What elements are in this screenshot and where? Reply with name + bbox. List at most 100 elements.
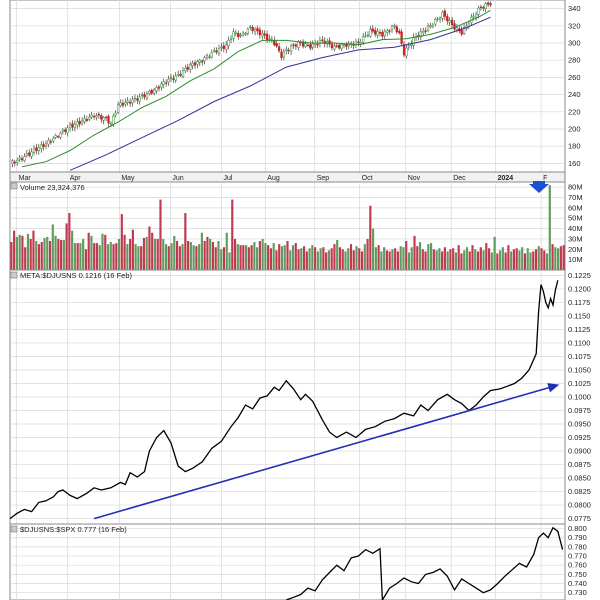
volume-bar xyxy=(297,249,300,270)
candle-body xyxy=(184,68,187,72)
candle-body xyxy=(90,114,93,118)
volume-bar xyxy=(465,247,469,270)
candle-body xyxy=(198,59,201,63)
djusns-panel-icon[interactable] xyxy=(10,525,18,533)
meta-ratio-tick-label: 0.0925 xyxy=(568,433,591,442)
volume-bar xyxy=(341,249,344,270)
candle-body xyxy=(374,30,377,35)
volume-bar xyxy=(383,247,386,270)
candle-body xyxy=(88,117,91,120)
candle-body xyxy=(282,51,286,58)
candle-body xyxy=(335,45,338,47)
volume-bar xyxy=(233,238,237,270)
volume-bar xyxy=(142,237,145,270)
price-moving-averages xyxy=(21,9,491,171)
candle-body xyxy=(285,48,288,52)
meta-panel-icon[interactable] xyxy=(10,271,18,279)
candle-body xyxy=(40,144,43,150)
month-label: Nov xyxy=(408,175,421,182)
volume-bar xyxy=(534,249,538,270)
candle-body xyxy=(32,148,36,153)
meta-ratio-tick-label: 0.0875 xyxy=(568,460,591,469)
candle-body xyxy=(121,102,125,106)
volume-bar xyxy=(543,250,546,270)
volume-bar xyxy=(421,249,424,270)
volume-bar xyxy=(322,247,325,270)
volume-bar xyxy=(314,247,317,270)
candle-body xyxy=(275,43,278,47)
candle-body xyxy=(80,120,84,124)
volume-bar xyxy=(474,249,477,270)
volume-bar xyxy=(206,236,209,270)
price-tick-label: 220 xyxy=(568,107,581,116)
candle-body xyxy=(323,40,326,44)
candle-body xyxy=(407,45,410,48)
volume-bar xyxy=(476,251,480,270)
candle-body xyxy=(52,138,55,142)
djusns-ratio-tick-label: 0.750 xyxy=(568,570,587,579)
candle-body xyxy=(258,29,262,36)
volume-bar xyxy=(402,247,405,270)
candle-body xyxy=(395,26,398,33)
candle-body xyxy=(474,14,478,18)
djusns-ratio-tick-label: 0.770 xyxy=(568,552,587,561)
month-label: 2024 xyxy=(498,175,514,182)
volume-panel-icon[interactable] xyxy=(10,182,18,190)
volume-bar xyxy=(87,232,90,270)
volume-bar xyxy=(184,213,187,270)
price-tick-label: 240 xyxy=(568,90,581,99)
volume-bar xyxy=(175,241,179,270)
volume-bar xyxy=(452,248,455,270)
volume-bar xyxy=(554,247,557,270)
candle-body xyxy=(354,41,358,45)
volume-bar xyxy=(48,241,52,270)
volume-bar xyxy=(344,251,347,270)
volume-bar xyxy=(385,250,388,270)
candle-body xyxy=(364,35,367,37)
price-tick-label: 160 xyxy=(568,159,581,168)
trendline-arrow[interactable] xyxy=(93,383,560,520)
meta-ratio-trendline[interactable] xyxy=(93,383,560,520)
candle-body xyxy=(438,17,442,20)
volume-tick-label: 70M xyxy=(568,193,583,202)
volume-bar xyxy=(43,237,46,270)
candle-body xyxy=(486,2,490,5)
candle-body xyxy=(261,33,264,37)
volume-bar xyxy=(449,249,452,270)
volume-bar xyxy=(104,234,107,270)
candle-body xyxy=(220,46,223,49)
volume-bar xyxy=(269,248,273,270)
volume-bar xyxy=(430,243,433,270)
candle-body xyxy=(128,101,132,104)
volume-bar xyxy=(410,247,413,270)
volume-bar xyxy=(71,230,74,270)
month-label: Jul xyxy=(223,175,232,182)
volume-bar xyxy=(493,236,496,270)
volume-bar xyxy=(164,244,168,270)
volume-bar xyxy=(325,252,328,270)
volume-bar xyxy=(291,245,295,270)
candle-body xyxy=(76,121,79,126)
candle-body xyxy=(268,38,271,40)
candle-body xyxy=(330,43,334,49)
meta-ratio-tick-label: 0.1175 xyxy=(568,298,590,307)
candle-body xyxy=(97,114,101,116)
volume-bar xyxy=(355,246,358,270)
candle-body xyxy=(61,129,65,133)
meta-ratio-tick-label: 0.1075 xyxy=(568,352,591,361)
candle-body xyxy=(239,34,242,37)
candle-body xyxy=(309,44,312,49)
volume-bars xyxy=(10,185,565,270)
volume-bar xyxy=(181,244,184,270)
volume-bar xyxy=(95,243,99,270)
volume-bar xyxy=(526,248,529,270)
volume-bar xyxy=(134,244,137,270)
volume-bar xyxy=(388,251,391,270)
volume-bar xyxy=(250,245,253,270)
volume-bar xyxy=(178,246,181,270)
volume-bar xyxy=(148,226,151,270)
volume-tick-label: 40M xyxy=(568,224,583,233)
candle-body xyxy=(23,156,26,162)
volume-bar xyxy=(545,253,549,270)
candle-body xyxy=(441,11,444,19)
